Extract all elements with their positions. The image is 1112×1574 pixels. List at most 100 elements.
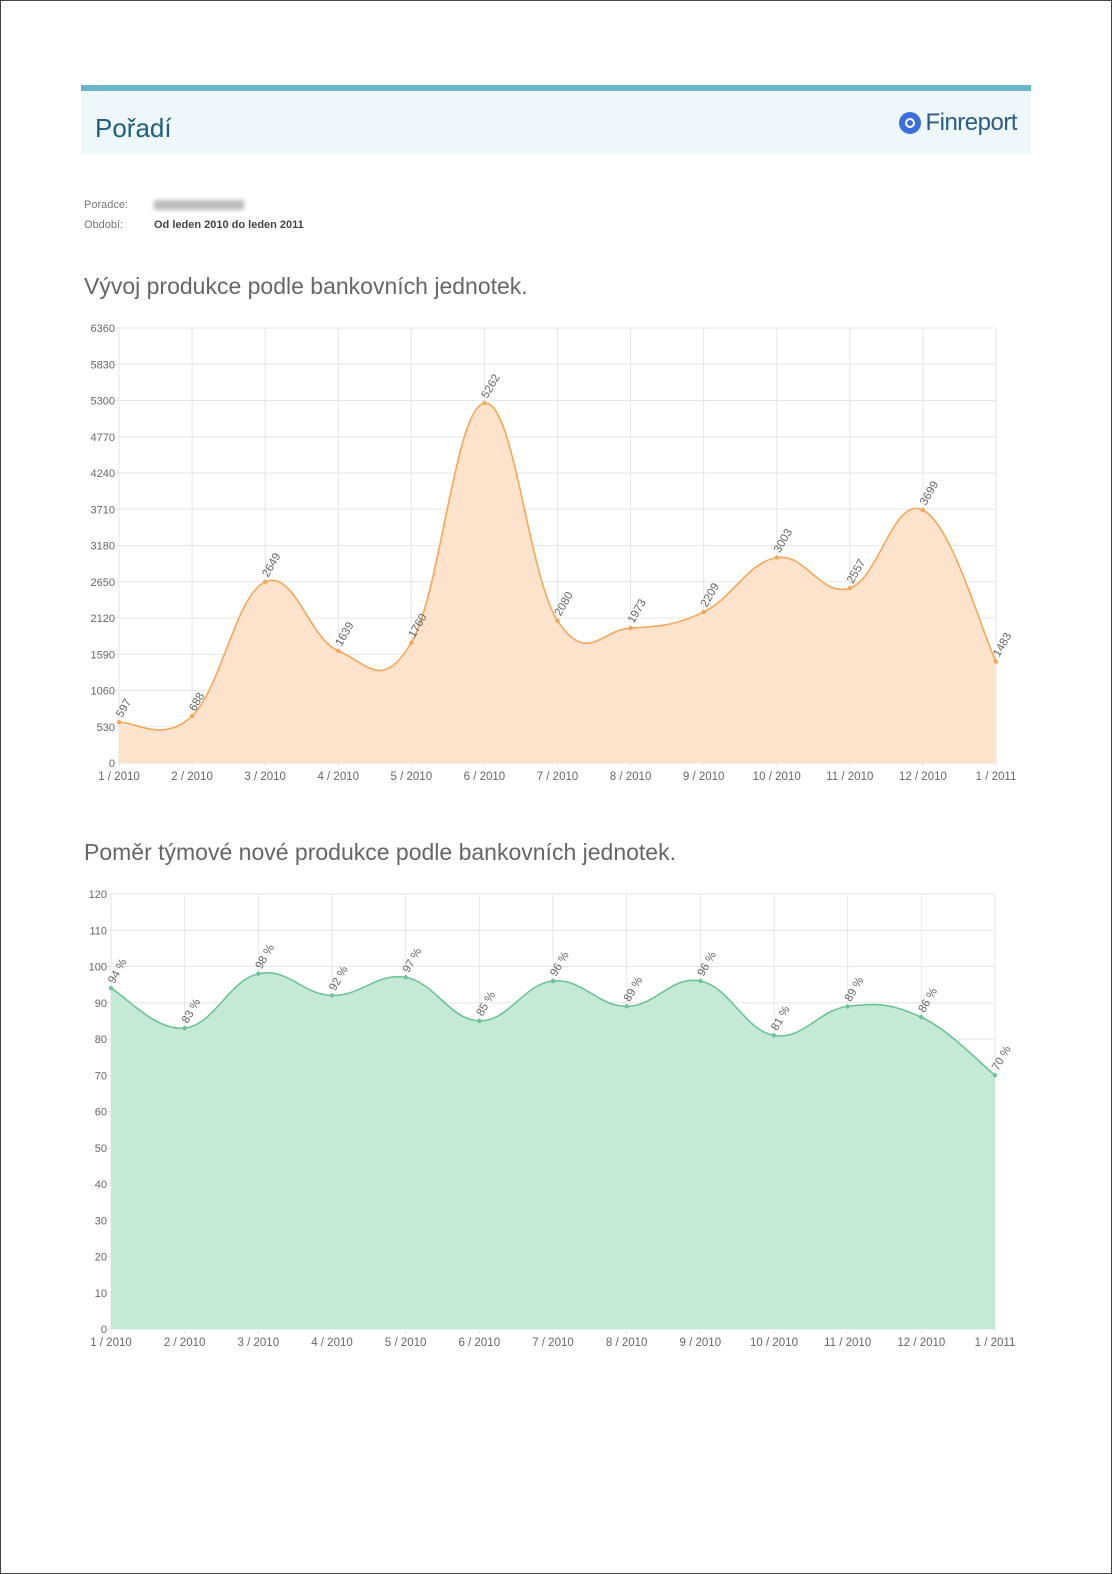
data-point <box>189 713 195 719</box>
y-tick-label: 90 <box>95 998 107 1010</box>
data-point <box>329 993 335 998</box>
y-tick-label: 5300 <box>91 396 115 408</box>
y-tick-label: 1060 <box>91 686 115 698</box>
advisor-value-redacted <box>154 200 244 210</box>
ratio-chart: 0 10 20 30 40 50 60 70 80 90 100 110 120 1 / 2010 2 / … <box>89 889 1016 1349</box>
y-tick-label: 2120 <box>91 613 115 625</box>
area-fill <box>119 403 996 763</box>
x-tick-label: 1 / 2011 <box>975 1337 1016 1349</box>
y-tick-label: 80 <box>95 1034 107 1046</box>
chart2-title: Poměr týmové nové produkce podle bankovn… <box>84 839 676 865</box>
x-tick-label: 10 / 2010 <box>753 771 801 783</box>
data-label: 70 % <box>990 1044 1014 1073</box>
data-point <box>555 618 560 623</box>
period-label: Období: <box>84 219 124 231</box>
page-title: Pořadí <box>95 113 172 143</box>
x-tick-label: 5 / 2010 <box>391 771 433 783</box>
x-tick-label: 2 / 2010 <box>171 771 213 783</box>
y-tick-label: 100 <box>89 962 107 974</box>
data-point <box>403 975 408 980</box>
data-point <box>624 1004 629 1009</box>
x-tick-label: 3 / 2010 <box>244 771 286 783</box>
series-line <box>118 402 997 731</box>
data-point <box>992 1073 998 1078</box>
data-point <box>919 1015 924 1020</box>
y-tick-label: 4770 <box>91 432 115 444</box>
x-tick-label: 10 / 2010 <box>750 1337 798 1349</box>
x-tick-label: 6 / 2010 <box>464 771 506 783</box>
y-tick-label: 4240 <box>91 468 115 480</box>
y-tick-label: 20 <box>95 1252 107 1264</box>
x-tick-label: 11 / 2010 <box>824 1337 871 1349</box>
x-tick-label: 11 / 2010 <box>826 771 873 783</box>
data-point <box>628 625 633 631</box>
data-point <box>482 400 487 406</box>
x-tick-label: 7 / 2010 <box>532 1337 574 1349</box>
data-label: 92 % <box>327 964 351 993</box>
x-tick-label: 3 / 2010 <box>238 1337 280 1349</box>
data-point <box>477 1018 482 1024</box>
data-point <box>847 585 853 591</box>
y-tick-label: 6360 <box>91 323 115 335</box>
advisor-label: Poradce: <box>84 199 129 211</box>
data-point <box>698 978 703 984</box>
y-tick-label: 1590 <box>91 649 115 661</box>
data-point <box>182 1025 187 1031</box>
y-tick-label: 30 <box>95 1215 107 1227</box>
y-tick-label: 0 <box>109 758 115 770</box>
y-tick-label: 2650 <box>91 577 115 589</box>
data-point <box>550 978 556 984</box>
data-label: 83 % <box>180 997 204 1026</box>
report-info: Poradce: Období: Od leden 2010 do leden 2… <box>84 195 304 235</box>
y-tick-label: 50 <box>95 1143 107 1155</box>
data-label: 86 % <box>917 986 941 1015</box>
x-tick-label: 9 / 2010 <box>680 1337 722 1349</box>
data-label: 97 % <box>401 946 425 975</box>
data-point <box>336 648 341 654</box>
data-point <box>771 1033 777 1038</box>
report-header: Pořadí Finreport <box>81 85 1031 154</box>
data-point <box>262 579 268 585</box>
y-tick-label: 530 <box>97 722 115 734</box>
data-label: 89 % <box>622 975 646 1004</box>
x-tick-label: 12 / 2010 <box>897 1337 945 1349</box>
data-point <box>845 1004 850 1009</box>
y-tick-label: 120 <box>89 889 107 901</box>
finreport-logo-icon <box>899 112 922 134</box>
y-tick-label: 110 <box>89 925 107 937</box>
y-tick-label: 40 <box>95 1179 107 1191</box>
y-tick-label: 3180 <box>91 541 115 553</box>
area-fill <box>111 972 995 1329</box>
x-tick-label: 4 / 2010 <box>311 1337 353 1349</box>
x-tick-label: 8 / 2010 <box>606 1337 648 1349</box>
data-point <box>920 507 926 513</box>
logo-text: Finreport <box>925 109 1017 136</box>
x-tick-label: 1 / 2010 <box>90 1337 132 1349</box>
x-tick-label: 8 / 2010 <box>610 771 652 783</box>
y-tick-label: 0 <box>101 1324 107 1336</box>
data-label: 96 % <box>696 950 720 979</box>
period-value: Od leden 2010 do leden 2011 <box>154 219 304 231</box>
y-tick-label: 3710 <box>91 504 115 516</box>
data-point <box>409 640 414 645</box>
y-tick-label: 10 <box>95 1288 107 1300</box>
x-tick-label: 6 / 2010 <box>459 1337 501 1349</box>
data-label: 89 % <box>843 975 867 1004</box>
data-point <box>701 609 706 615</box>
x-tick-label: 1 / 2011 <box>976 771 1017 783</box>
data-point <box>774 555 779 560</box>
x-tick-label: 12 / 2010 <box>899 771 947 783</box>
finreport-logo: Finreport <box>899 109 1017 137</box>
data-point <box>116 719 122 725</box>
data-point <box>993 659 999 664</box>
y-tick-label: 5830 <box>91 359 115 371</box>
x-tick-label: 9 / 2010 <box>683 771 725 783</box>
x-tick-label: 1 / 2010 <box>98 771 140 783</box>
data-label: 81 % <box>769 1004 793 1033</box>
x-tick-label: 2 / 2010 <box>164 1337 206 1349</box>
y-tick-label: 60 <box>95 1107 107 1119</box>
data-label: 85 % <box>475 990 499 1019</box>
x-tick-label: 7 / 2010 <box>537 771 579 783</box>
production-chart: 0 530 1060 1590 2120 2650 3180 3710 4240 4770 5300… <box>91 323 1017 783</box>
